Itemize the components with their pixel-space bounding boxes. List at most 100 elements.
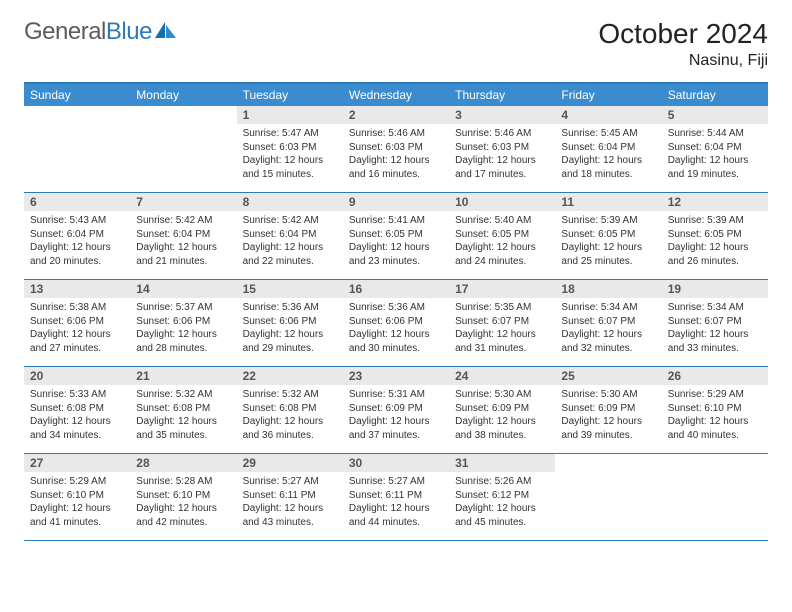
day-number: 16 (343, 280, 449, 298)
day-info: Sunrise: 5:45 AMSunset: 6:04 PMDaylight:… (555, 124, 661, 185)
day-info: Sunrise: 5:27 AMSunset: 6:11 PMDaylight:… (237, 472, 343, 533)
day-cell-empty (130, 106, 236, 192)
week-row: 6Sunrise: 5:43 AMSunset: 6:04 PMDaylight… (24, 193, 768, 280)
day-info: Sunrise: 5:26 AMSunset: 6:12 PMDaylight:… (449, 472, 555, 533)
day-number: 9 (343, 193, 449, 211)
day-number: 4 (555, 106, 661, 124)
day-number: 20 (24, 367, 130, 385)
day-number: 25 (555, 367, 661, 385)
day-info: Sunrise: 5:43 AMSunset: 6:04 PMDaylight:… (24, 211, 130, 272)
day-info: Sunrise: 5:47 AMSunset: 6:03 PMDaylight:… (237, 124, 343, 185)
dow-tuesday: Tuesday (237, 84, 343, 106)
location-label: Nasinu, Fiji (598, 52, 768, 70)
day-info: Sunrise: 5:37 AMSunset: 6:06 PMDaylight:… (130, 298, 236, 359)
day-cell: 26Sunrise: 5:29 AMSunset: 6:10 PMDayligh… (662, 367, 768, 453)
day-info: Sunrise: 5:32 AMSunset: 6:08 PMDaylight:… (130, 385, 236, 446)
day-info: Sunrise: 5:40 AMSunset: 6:05 PMDaylight:… (449, 211, 555, 272)
week-row: 13Sunrise: 5:38 AMSunset: 6:06 PMDayligh… (24, 280, 768, 367)
day-cell: 1Sunrise: 5:47 AMSunset: 6:03 PMDaylight… (237, 106, 343, 192)
day-info: Sunrise: 5:33 AMSunset: 6:08 PMDaylight:… (24, 385, 130, 446)
day-cell: 19Sunrise: 5:34 AMSunset: 6:07 PMDayligh… (662, 280, 768, 366)
day-cell: 30Sunrise: 5:27 AMSunset: 6:11 PMDayligh… (343, 454, 449, 540)
day-info: Sunrise: 5:27 AMSunset: 6:11 PMDaylight:… (343, 472, 449, 533)
day-cell: 9Sunrise: 5:41 AMSunset: 6:05 PMDaylight… (343, 193, 449, 279)
day-info: Sunrise: 5:34 AMSunset: 6:07 PMDaylight:… (555, 298, 661, 359)
week-row: 27Sunrise: 5:29 AMSunset: 6:10 PMDayligh… (24, 454, 768, 541)
day-cell: 25Sunrise: 5:30 AMSunset: 6:09 PMDayligh… (555, 367, 661, 453)
day-number: 18 (555, 280, 661, 298)
day-info: Sunrise: 5:29 AMSunset: 6:10 PMDaylight:… (24, 472, 130, 533)
week-row: 1Sunrise: 5:47 AMSunset: 6:03 PMDaylight… (24, 106, 768, 193)
day-number: 21 (130, 367, 236, 385)
day-number: 7 (130, 193, 236, 211)
day-number: 6 (24, 193, 130, 211)
day-info: Sunrise: 5:38 AMSunset: 6:06 PMDaylight:… (24, 298, 130, 359)
day-number: 10 (449, 193, 555, 211)
day-cell: 6Sunrise: 5:43 AMSunset: 6:04 PMDaylight… (24, 193, 130, 279)
day-cell: 29Sunrise: 5:27 AMSunset: 6:11 PMDayligh… (237, 454, 343, 540)
weeks-container: 1Sunrise: 5:47 AMSunset: 6:03 PMDaylight… (24, 106, 768, 541)
day-number: 24 (449, 367, 555, 385)
day-cell: 17Sunrise: 5:35 AMSunset: 6:07 PMDayligh… (449, 280, 555, 366)
day-number: 31 (449, 454, 555, 472)
day-number: 17 (449, 280, 555, 298)
day-cell: 16Sunrise: 5:36 AMSunset: 6:06 PMDayligh… (343, 280, 449, 366)
day-cell: 27Sunrise: 5:29 AMSunset: 6:10 PMDayligh… (24, 454, 130, 540)
brand-logo: GeneralBlue (24, 18, 177, 46)
day-cell: 4Sunrise: 5:45 AMSunset: 6:04 PMDaylight… (555, 106, 661, 192)
week-row: 20Sunrise: 5:33 AMSunset: 6:08 PMDayligh… (24, 367, 768, 454)
day-info: Sunrise: 5:42 AMSunset: 6:04 PMDaylight:… (130, 211, 236, 272)
day-cell-empty (555, 454, 661, 540)
dow-wednesday: Wednesday (343, 84, 449, 106)
day-cell: 7Sunrise: 5:42 AMSunset: 6:04 PMDaylight… (130, 193, 236, 279)
day-info: Sunrise: 5:29 AMSunset: 6:10 PMDaylight:… (662, 385, 768, 446)
day-number: 27 (24, 454, 130, 472)
day-info: Sunrise: 5:44 AMSunset: 6:04 PMDaylight:… (662, 124, 768, 185)
day-number: 22 (237, 367, 343, 385)
day-info: Sunrise: 5:39 AMSunset: 6:05 PMDaylight:… (555, 211, 661, 272)
dow-saturday: Saturday (662, 84, 768, 106)
day-info: Sunrise: 5:41 AMSunset: 6:05 PMDaylight:… (343, 211, 449, 272)
day-cell: 12Sunrise: 5:39 AMSunset: 6:05 PMDayligh… (662, 193, 768, 279)
day-number: 19 (662, 280, 768, 298)
day-number: 14 (130, 280, 236, 298)
day-number: 13 (24, 280, 130, 298)
day-cell: 24Sunrise: 5:30 AMSunset: 6:09 PMDayligh… (449, 367, 555, 453)
day-cell: 2Sunrise: 5:46 AMSunset: 6:03 PMDaylight… (343, 106, 449, 192)
dow-sunday: Sunday (24, 84, 130, 106)
header-row: GeneralBlue October 2024 Nasinu, Fiji (24, 18, 768, 70)
day-cell: 15Sunrise: 5:36 AMSunset: 6:06 PMDayligh… (237, 280, 343, 366)
day-info: Sunrise: 5:39 AMSunset: 6:05 PMDaylight:… (662, 211, 768, 272)
day-info: Sunrise: 5:31 AMSunset: 6:09 PMDaylight:… (343, 385, 449, 446)
day-cell: 22Sunrise: 5:32 AMSunset: 6:08 PMDayligh… (237, 367, 343, 453)
day-info: Sunrise: 5:34 AMSunset: 6:07 PMDaylight:… (662, 298, 768, 359)
dow-friday: Friday (555, 84, 661, 106)
day-info: Sunrise: 5:35 AMSunset: 6:07 PMDaylight:… (449, 298, 555, 359)
day-number: 15 (237, 280, 343, 298)
dow-thursday: Thursday (449, 84, 555, 106)
day-cell: 10Sunrise: 5:40 AMSunset: 6:05 PMDayligh… (449, 193, 555, 279)
day-cell: 8Sunrise: 5:42 AMSunset: 6:04 PMDaylight… (237, 193, 343, 279)
day-cell: 5Sunrise: 5:44 AMSunset: 6:04 PMDaylight… (662, 106, 768, 192)
sail-icon (155, 22, 177, 40)
day-number: 23 (343, 367, 449, 385)
day-cell: 21Sunrise: 5:32 AMSunset: 6:08 PMDayligh… (130, 367, 236, 453)
day-number: 5 (662, 106, 768, 124)
day-cell: 20Sunrise: 5:33 AMSunset: 6:08 PMDayligh… (24, 367, 130, 453)
day-info: Sunrise: 5:30 AMSunset: 6:09 PMDaylight:… (555, 385, 661, 446)
day-info: Sunrise: 5:42 AMSunset: 6:04 PMDaylight:… (237, 211, 343, 272)
day-of-week-row: Sunday Monday Tuesday Wednesday Thursday… (24, 84, 768, 106)
brand-word-1: General (24, 18, 106, 46)
day-cell: 31Sunrise: 5:26 AMSunset: 6:12 PMDayligh… (449, 454, 555, 540)
day-cell-empty (24, 106, 130, 192)
day-cell: 23Sunrise: 5:31 AMSunset: 6:09 PMDayligh… (343, 367, 449, 453)
day-info: Sunrise: 5:36 AMSunset: 6:06 PMDaylight:… (343, 298, 449, 359)
day-cell: 18Sunrise: 5:34 AMSunset: 6:07 PMDayligh… (555, 280, 661, 366)
day-cell: 11Sunrise: 5:39 AMSunset: 6:05 PMDayligh… (555, 193, 661, 279)
page-title: October 2024 (598, 18, 768, 50)
day-info: Sunrise: 5:46 AMSunset: 6:03 PMDaylight:… (343, 124, 449, 185)
day-info: Sunrise: 5:28 AMSunset: 6:10 PMDaylight:… (130, 472, 236, 533)
day-number: 26 (662, 367, 768, 385)
day-cell: 13Sunrise: 5:38 AMSunset: 6:06 PMDayligh… (24, 280, 130, 366)
day-number: 11 (555, 193, 661, 211)
